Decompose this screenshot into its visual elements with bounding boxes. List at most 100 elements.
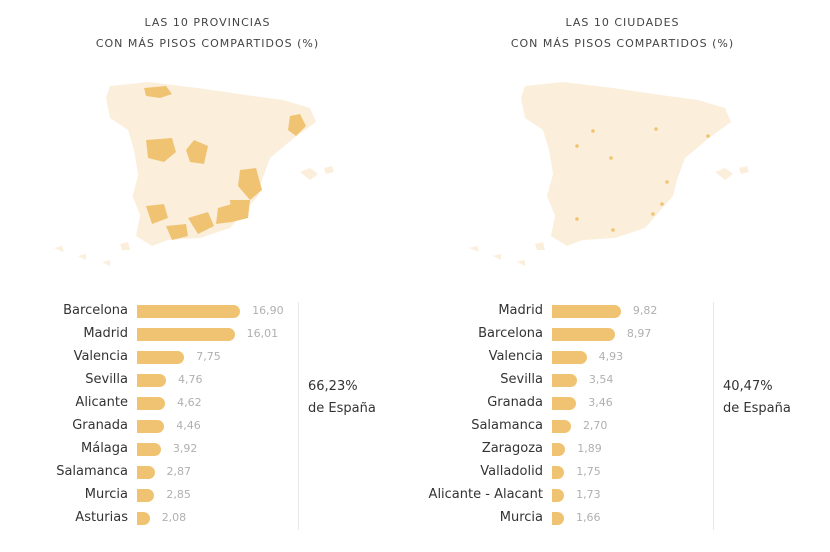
bar-label: Málaga	[81, 441, 128, 456]
canary-islands	[54, 242, 130, 266]
bar-label: Barcelona	[63, 303, 128, 318]
bar-row: Valladolid 1,75	[415, 461, 830, 484]
provinces-map	[54, 82, 334, 266]
balearic-islands	[300, 166, 334, 180]
cities-summary-value: 40,47%	[723, 379, 773, 394]
provinces-title-line1: LAS 10 PROVINCIAS	[144, 16, 271, 29]
cities-title-line2: CON MÁS PISOS COMPARTIDOS (%)	[510, 37, 735, 50]
bar-label: Valencia	[73, 349, 128, 364]
bar-value-label: 4,46	[176, 419, 201, 432]
bar-row: Granada 4,46	[0, 415, 415, 438]
bar-row: Salamanca 2,87	[0, 461, 415, 484]
bar-label: Salamanca	[56, 464, 128, 479]
province-malaga	[166, 224, 188, 240]
provinces-summary-value: 66,23%	[308, 379, 358, 394]
province-salamanca	[146, 138, 176, 162]
bar-value-label: 2,85	[166, 488, 191, 501]
spain-mainland-shape	[521, 82, 731, 246]
bar-label: Murcia	[499, 510, 543, 525]
cities-panel: LAS 10 CIUDADES CON MÁS PISOS COMPARTIDO…	[415, 0, 830, 552]
bar	[137, 443, 161, 456]
province-valencia	[238, 168, 262, 200]
city-dot-alicante	[660, 202, 664, 206]
bar-label: Madrid	[498, 303, 543, 318]
province-barcelona	[288, 114, 306, 136]
bar-label: Murcia	[84, 487, 128, 502]
bar-value-label: 2,87	[166, 465, 192, 478]
city-dot-barcelona	[706, 134, 710, 138]
bar-value-label: 1,66	[576, 511, 601, 524]
bar-value-label: 1,75	[576, 465, 601, 478]
bar	[137, 374, 167, 387]
bar-row: Madrid 16,01	[0, 323, 415, 346]
bar	[552, 305, 621, 318]
bar-value-label: 1,73	[576, 488, 601, 501]
bar-label: Sevilla	[85, 372, 128, 387]
bar-label: Madrid	[83, 326, 128, 341]
bar	[137, 512, 150, 525]
city-dot-zaragoza	[654, 127, 658, 131]
bar-row: Barcelona 8,97	[415, 323, 830, 346]
bar-label: Valencia	[488, 349, 543, 364]
bar	[137, 489, 155, 502]
bar	[552, 397, 577, 410]
bar-row: Valencia 7,75	[0, 346, 415, 369]
bar-label: Barcelona	[478, 326, 543, 341]
bar-row: Salamanca 2,70	[415, 415, 830, 438]
city-dot-madrid	[609, 156, 613, 160]
city-dot-valladolid	[591, 129, 595, 133]
bar-row: Madrid 9,82	[415, 300, 830, 323]
bar	[552, 489, 565, 502]
bar-row: Asturias 2,08	[0, 507, 415, 530]
provinces-title-line2: CON MÁS PISOS COMPARTIDOS (%)	[95, 37, 320, 50]
bar-row: Zaragoza 1,89	[415, 438, 830, 461]
city-dot-granada	[611, 228, 615, 232]
bar-value-label: 7,75	[196, 350, 221, 363]
province-murcia	[216, 204, 232, 224]
balearic-islands	[715, 166, 749, 180]
city-dot-sevilla	[575, 217, 579, 221]
bar-value-label: 8,97	[626, 327, 652, 340]
bar	[137, 328, 235, 341]
bar-value-label: 1,89	[577, 442, 602, 455]
bar-row: Sevilla 3,54	[415, 369, 830, 392]
bar	[137, 305, 241, 318]
bar-label: Alicante	[75, 395, 128, 410]
cities-title-line1: LAS 10 CIUDADES	[565, 16, 680, 29]
provinces-summary-label: de España	[308, 401, 376, 416]
bar-row: Alicante 4,62	[0, 392, 415, 415]
bar	[137, 466, 155, 479]
bar-label: Granada	[487, 395, 543, 410]
provinces-summary: 66,23% de España	[308, 376, 376, 420]
cities-map	[469, 82, 749, 266]
bar-label: Alicante - Alacant	[428, 487, 543, 502]
bar	[137, 351, 185, 364]
bar-label: Asturias	[75, 510, 128, 525]
bar-value-label: 2,70	[582, 419, 608, 432]
bar-value-label: 3,46	[588, 396, 613, 409]
city-dot-valencia	[665, 180, 669, 184]
province-sevilla	[146, 204, 168, 224]
bar-label: Salamanca	[471, 418, 543, 433]
city-dot-murcia	[651, 212, 655, 216]
bar-row: Sevilla 4,76	[0, 369, 415, 392]
bar	[137, 420, 165, 433]
bar-value-label: 2,08	[161, 511, 187, 524]
province-granada	[188, 212, 214, 234]
province-alicante	[230, 200, 250, 222]
bar-row: Granada 3,46	[415, 392, 830, 415]
bar-value-label: 4,62	[177, 396, 202, 409]
bar-row: Murcia 1,66	[415, 507, 830, 530]
bar	[552, 512, 564, 525]
bar-value-label: 4,76	[178, 373, 203, 386]
bar-label: Valladolid	[480, 464, 543, 479]
cities-title: LAS 10 CIUDADES CON MÁS PISOS COMPARTIDO…	[415, 12, 830, 54]
bar-value-label: 16,01	[246, 327, 279, 340]
bar	[552, 466, 565, 479]
bar-row: Alicante - Alacant 1,73	[415, 484, 830, 507]
bar-value-label: 3,54	[588, 373, 614, 386]
provinces-divider	[298, 302, 299, 530]
bar-label: Granada	[72, 418, 128, 433]
bar-row: Murcia 2,85	[0, 484, 415, 507]
cities-divider	[713, 302, 714, 530]
